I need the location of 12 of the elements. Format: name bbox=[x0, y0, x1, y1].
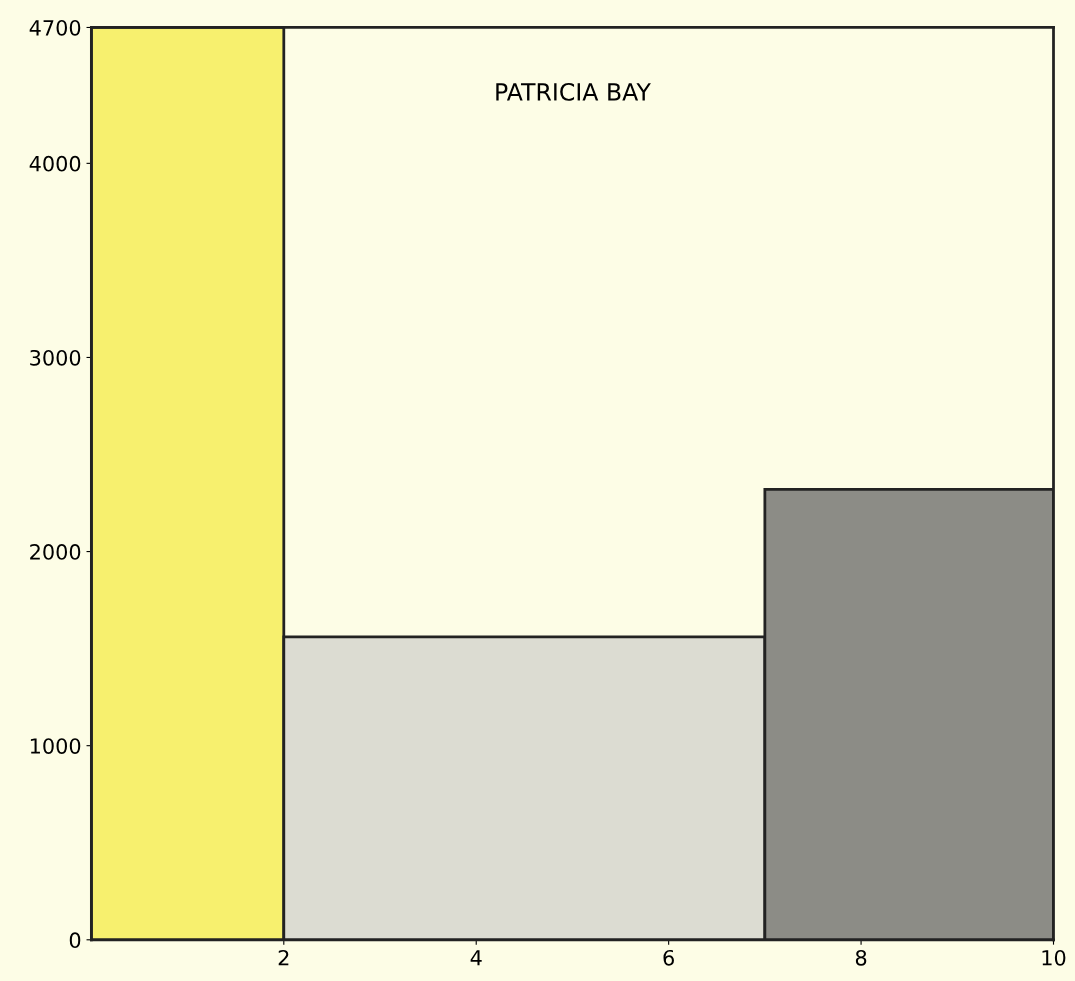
x-tick-label: 10 bbox=[1042, 949, 1066, 966]
y-tick-label: 1000 bbox=[30, 738, 81, 754]
y-tick-label: 4700 bbox=[29, 19, 81, 36]
x-tick-label: 4 bbox=[470, 950, 482, 966]
y-tick-label: 2000 bbox=[30, 544, 81, 560]
x-tick-label: 2 bbox=[278, 949, 289, 966]
y-tick-label: 0 bbox=[69, 932, 81, 949]
y-tick-label: 4000 bbox=[29, 155, 81, 172]
x-tick-label: 8 bbox=[855, 949, 867, 966]
text: PATRICIA BAY bbox=[496, 82, 651, 101]
x-tick-label: 6 bbox=[663, 949, 674, 966]
y-tick-label: 3000 bbox=[30, 349, 81, 366]
